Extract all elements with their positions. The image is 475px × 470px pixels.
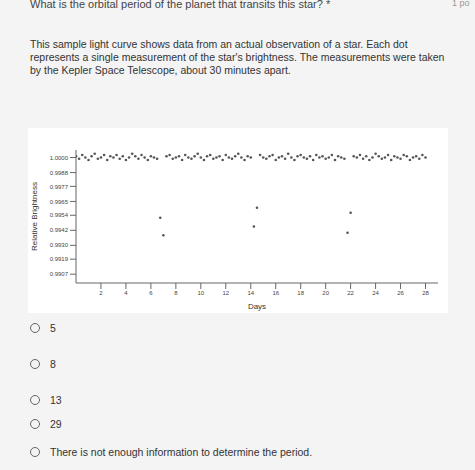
- svg-text:24: 24: [372, 290, 379, 296]
- svg-text:Relative Brightness: Relative Brightness: [30, 182, 39, 251]
- svg-text:0.9977: 0.9977: [50, 184, 69, 190]
- svg-text:1.0000: 1.0000: [50, 155, 69, 161]
- svg-text:0.9954: 0.9954: [50, 212, 69, 218]
- svg-text:8: 8: [174, 290, 178, 296]
- svg-text:12: 12: [222, 290, 229, 296]
- html-text:8: 8: [50, 358, 56, 370]
- svg-text:Days: Days: [248, 302, 266, 311]
- svg-text:0.9988: 0.9988: [50, 170, 69, 176]
- svg-text:14: 14: [247, 290, 254, 296]
- html-text:13: 13: [50, 394, 62, 406]
- html-text:There is not enough informatio: There is not enough information to deter…: [50, 446, 313, 458]
- svg-text:4: 4: [124, 290, 128, 296]
- svg-text:28: 28: [422, 290, 429, 296]
- svg-text:10: 10: [197, 290, 204, 296]
- svg-text:22: 22: [347, 290, 354, 296]
- svg-text:0.9907: 0.9907: [50, 271, 69, 277]
- svg-text:18: 18: [297, 290, 304, 296]
- svg-text:0.9919: 0.9919: [50, 256, 69, 262]
- svg-text:26: 26: [397, 290, 404, 296]
- svg-text:0.9965: 0.9965: [50, 199, 69, 205]
- svg-text:0.9942: 0.9942: [50, 227, 69, 233]
- svg-text:20: 20: [322, 290, 329, 296]
- html-text:This sample light curve shows: This sample light curve shows data from …: [30, 38, 445, 76]
- html-text:5: 5: [50, 322, 56, 334]
- html-text:29: 29: [50, 418, 62, 430]
- svg-text:16: 16: [272, 290, 279, 296]
- svg-text:2: 2: [99, 290, 103, 296]
- svg-text:6: 6: [149, 290, 153, 296]
- svg-text:0.9930: 0.9930: [50, 242, 69, 248]
